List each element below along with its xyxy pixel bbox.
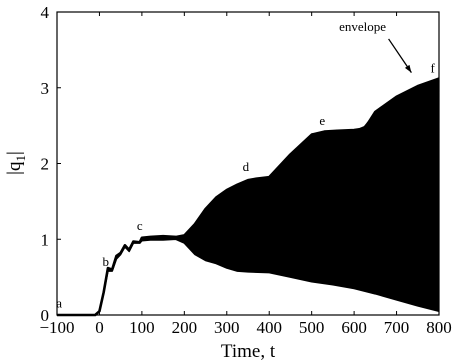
annotation-c: c: [137, 218, 143, 233]
x-tick-label: 700: [384, 318, 410, 337]
x-tick-label: 800: [426, 318, 452, 337]
lower-bound-line: [57, 238, 440, 316]
annotation-envelope: envelope: [339, 19, 386, 34]
y-axis-title-text: |q1|: [4, 151, 28, 175]
x-axis-title: Time, t: [221, 341, 276, 362]
series-layer: [57, 77, 440, 317]
y-tick-label: 3: [41, 79, 50, 98]
y-tick-label: 2: [41, 155, 50, 174]
envelope-line: [311, 77, 440, 137]
upper-bound-line: [57, 78, 440, 317]
x-tick-label: 300: [214, 318, 240, 337]
x-tick-label: 500: [299, 318, 325, 337]
annotation-b: b: [103, 254, 110, 269]
x-tick-label: 200: [172, 318, 198, 337]
y-tick-label: 4: [41, 3, 50, 22]
x-tick-label: 600: [341, 318, 367, 337]
y-tick-label: 0: [41, 306, 50, 325]
x-tick-label: 0: [95, 318, 104, 337]
y-axis-title: |q1|: [4, 151, 28, 175]
envelope-arrow-head: [404, 64, 412, 73]
annotation-a: a: [56, 295, 62, 310]
annotation-layer: a b c d e f envelope: [56, 19, 435, 310]
annotation-e: e: [319, 113, 325, 128]
annotation-f: f: [430, 61, 435, 76]
annotation-d: d: [243, 159, 250, 174]
x-tick-label: 400: [256, 318, 282, 337]
y-axis-title-main: |q: [4, 161, 25, 175]
x-tick-label: −100: [39, 318, 74, 337]
x-tick-label: 100: [129, 318, 155, 337]
y-tick-label: 1: [41, 230, 50, 249]
y-axis-title-sub: 1: [13, 155, 28, 162]
y-axis-title-close: |: [4, 151, 25, 155]
